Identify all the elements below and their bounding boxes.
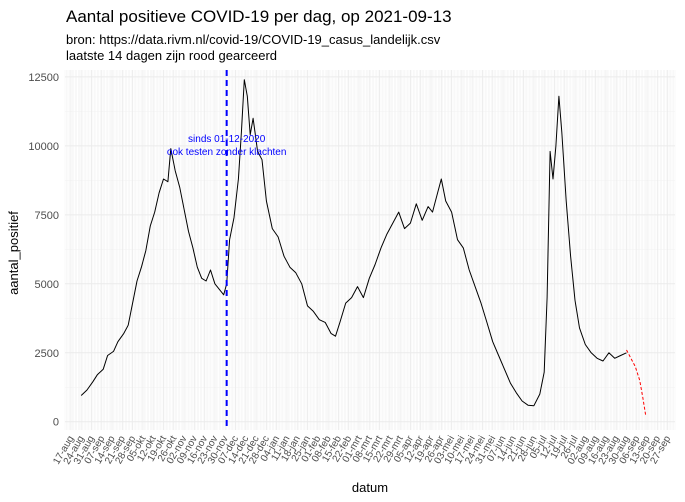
series-line-cases <box>80 79 627 407</box>
y-tick-label: 2500 <box>35 348 59 360</box>
tick-labels: 0250050007500100001250017-aug24-aug31-au… <box>28 72 673 467</box>
series-lines <box>80 70 647 430</box>
y-tick-label: 10000 <box>28 141 59 153</box>
x-axis-title: datum <box>352 480 388 495</box>
chart-subtitle-line-2: laatste 14 dagen zijn rood gearceerd <box>66 48 277 63</box>
y-tick-label: 0 <box>53 417 59 429</box>
annotation-line-1: sinds 01-12-2020 <box>188 134 266 145</box>
y-tick-label: 12500 <box>28 72 59 84</box>
annotation-line-2: ook testen zonder klachten <box>167 147 287 158</box>
series-line-last-14-days <box>626 349 647 415</box>
chart-title: Aantal positieve COVID-19 per dag, op 20… <box>66 7 452 26</box>
plot-background <box>65 70 675 430</box>
y-tick-label: 5000 <box>35 279 59 291</box>
chart-subtitle-line-1: bron: https://data.rivm.nl/covid-19/COVI… <box>66 32 441 47</box>
y-axis-title: aantal_positief <box>6 211 21 295</box>
y-tick-label: 7500 <box>35 210 59 222</box>
